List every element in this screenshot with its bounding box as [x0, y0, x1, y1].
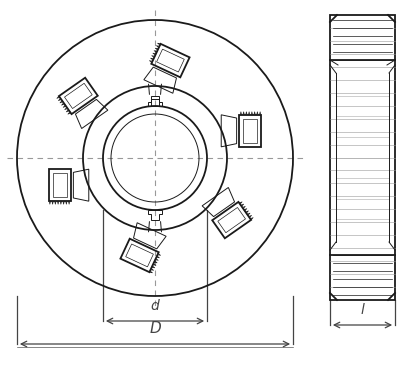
Bar	[151, 99, 159, 106]
Text: d: d	[151, 299, 159, 313]
Text: l: l	[360, 303, 365, 317]
Bar	[330, 15, 395, 300]
Text: D: D	[149, 321, 161, 336]
